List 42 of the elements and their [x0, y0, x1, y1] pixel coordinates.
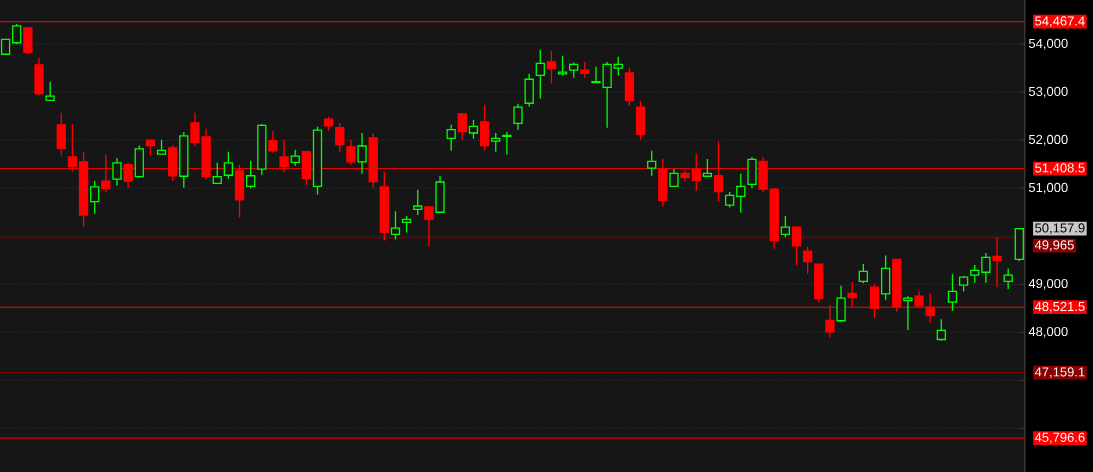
ref-line-label: 48,521.5	[1034, 301, 1085, 313]
candlestick	[357, 132, 367, 175]
candlestick	[424, 206, 434, 248]
candlestick	[836, 285, 846, 322]
candlestick	[981, 252, 991, 284]
candlestick	[502, 131, 512, 156]
ref-line-label: 49,965	[1034, 240, 1074, 252]
candlestick	[379, 171, 389, 242]
text: 50,157.9	[1035, 223, 1085, 235]
candlestick	[947, 273, 958, 312]
candlestick	[56, 112, 66, 157]
candlestick	[791, 226, 802, 267]
candlestick	[535, 49, 545, 100]
candlestick	[669, 168, 679, 187]
candlestick	[435, 175, 445, 213]
candlestick	[903, 295, 913, 331]
candlestick	[34, 57, 44, 97]
candlestick	[736, 173, 746, 214]
candlestick	[413, 189, 423, 216]
y-tick-label: 54,000	[1028, 38, 1068, 50]
candlestick	[112, 157, 122, 187]
candlestick	[880, 254, 891, 301]
candlestick	[647, 150, 657, 177]
ref-line-label: 47,159.1	[1034, 367, 1085, 379]
ref-line-label: 54,467.4	[1035, 16, 1085, 28]
y-tick-label: 51,000	[1028, 182, 1068, 194]
candlestick	[580, 61, 590, 79]
candlestick	[992, 236, 1002, 288]
ref-line-label: 45,796.6	[1034, 432, 1085, 444]
candlestick	[346, 139, 356, 166]
y-tick-label: 48,000	[1028, 326, 1068, 338]
candlestick	[45, 80, 55, 102]
candlestick	[546, 50, 557, 85]
y-tick-label: 52,000	[1028, 134, 1068, 146]
candlestick	[268, 130, 278, 154]
candlestick	[747, 156, 757, 189]
y-tick-label: 49,000	[1028, 278, 1068, 290]
ref-line-label: 51,408.5	[1035, 163, 1085, 174]
candlestick	[513, 103, 523, 131]
candlestick	[390, 210, 401, 241]
y-tick-label: 53,000	[1028, 86, 1068, 98]
candlestick	[479, 104, 490, 152]
